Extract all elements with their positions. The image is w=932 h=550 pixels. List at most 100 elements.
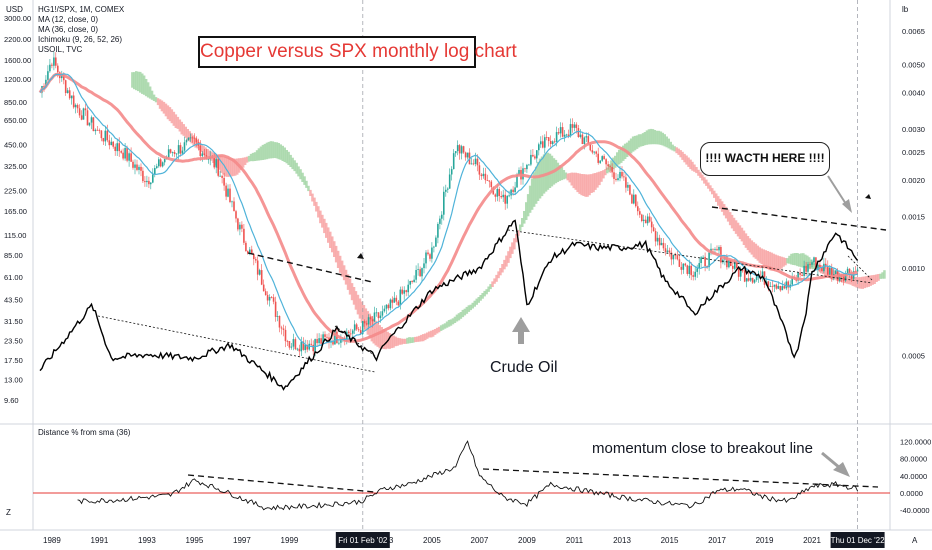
crosshair-date-badge: [830, 532, 885, 548]
candle-body: [132, 161, 134, 168]
legend-ichimoku[interactable]: Ichimoku (9, 26, 52, 26): [38, 35, 123, 44]
time-axis-tick: 2021: [803, 536, 821, 545]
candle-body: [264, 291, 267, 295]
candle-body: [371, 319, 374, 322]
right-axis-tick: 0.0030: [902, 125, 925, 134]
candle-body: [158, 159, 160, 167]
candle-body: [411, 281, 413, 282]
candle-body: [771, 286, 774, 287]
trend-line: [334, 325, 376, 357]
candle-body: [292, 339, 295, 347]
candle-body: [547, 137, 550, 141]
candle-body: [496, 189, 499, 197]
candle-body: [555, 132, 558, 142]
time-axis-tick: 1991: [91, 536, 109, 545]
candle-body: [696, 268, 698, 272]
candle-body: [114, 146, 116, 151]
candle-body: [775, 284, 778, 289]
candle-body: [304, 345, 306, 350]
candle-body: [825, 263, 827, 267]
candle-body: [635, 194, 637, 207]
candle-body: [662, 242, 665, 249]
candle-body: [536, 150, 538, 159]
candle-body: [435, 237, 437, 247]
candle-body: [850, 274, 853, 279]
candle-body: [629, 184, 631, 195]
candle-body: [213, 158, 215, 168]
candle-body: [363, 321, 366, 324]
candle-body: [737, 268, 740, 277]
crosshair-date-label: Fri 01 Feb '02: [338, 536, 388, 545]
candle-body: [207, 158, 210, 160]
candle-body: [678, 259, 681, 267]
left-axis-tick: 1200.00: [4, 75, 31, 84]
candle-body: [391, 299, 394, 303]
right-axis-tick: 0.0005: [902, 352, 925, 361]
candle-body: [767, 281, 770, 287]
bottom-left-label: Z: [6, 508, 11, 517]
candle-body: [235, 211, 237, 219]
legend-symbol[interactable]: HG1!/SPX, 1M, COMEX: [38, 5, 125, 14]
candle-body: [122, 152, 124, 159]
candle-body: [266, 294, 269, 301]
candle-body: [623, 176, 625, 178]
indicator-label[interactable]: Distance % from sma (36): [38, 428, 131, 437]
left-axis-tick: 3000.00: [4, 14, 31, 23]
candle-body: [255, 259, 257, 261]
candle-body: [694, 271, 696, 277]
candle-body: [96, 129, 99, 131]
candle-body: [431, 247, 433, 259]
candle-body: [258, 270, 261, 275]
candle-body: [136, 164, 138, 170]
candle-body: [619, 172, 621, 179]
candle-body: [320, 338, 322, 344]
axes: 3000.00 2200.00 1600.00 1200.00 850.00 650.00…: [4, 5, 931, 548]
candle-body: [316, 339, 318, 344]
candle-body: [530, 154, 532, 165]
candle-body: [300, 341, 303, 352]
candle-body: [791, 276, 793, 285]
momentum-trend-line: [482, 468, 879, 488]
candle-body: [751, 277, 754, 283]
candle-body: [407, 284, 409, 293]
candle-body: [169, 149, 172, 153]
candle-body: [682, 263, 685, 270]
time-axis-tick: 2017: [708, 536, 726, 545]
candle-body: [290, 346, 293, 348]
legend-usoil[interactable]: USOIL, TVC: [38, 45, 83, 54]
candle-body: [278, 316, 281, 328]
candle-body: [563, 134, 566, 137]
left-axis-tick: 850.00: [4, 98, 27, 107]
candle-body: [268, 297, 271, 301]
candle-body: [55, 57, 57, 66]
candle-body: [603, 156, 605, 160]
candle-body: [64, 80, 67, 93]
candle-body: [443, 191, 445, 215]
candle-body: [385, 304, 388, 309]
left-axis-tick: 325.00: [4, 162, 27, 171]
candle-body: [534, 156, 536, 159]
candle-body: [842, 276, 845, 281]
candle-body: [609, 166, 611, 168]
candle-body: [716, 249, 718, 251]
time-axis-tick: 2015: [661, 536, 679, 545]
left-unit-label: USD: [6, 5, 23, 14]
right-axis-tick: 0.0065: [902, 27, 925, 36]
candle-body: [450, 169, 453, 175]
legend-ma12[interactable]: MA (12, close, 0): [38, 15, 99, 24]
candle-body: [183, 142, 186, 151]
candle-body: [441, 214, 443, 219]
legend-ma36[interactable]: MA (36, close, 0): [38, 25, 99, 34]
candle-body: [605, 159, 607, 165]
candle-body: [161, 162, 164, 167]
candle-body: [498, 189, 500, 196]
candle-body: [577, 128, 580, 137]
candle-body: [415, 270, 417, 280]
left-axis-tick: 31.50: [4, 317, 23, 326]
candle-body: [171, 152, 174, 153]
candle-body: [728, 260, 730, 268]
candle-body: [747, 278, 750, 281]
candle-body: [53, 57, 55, 66]
candle-body: [217, 159, 219, 176]
